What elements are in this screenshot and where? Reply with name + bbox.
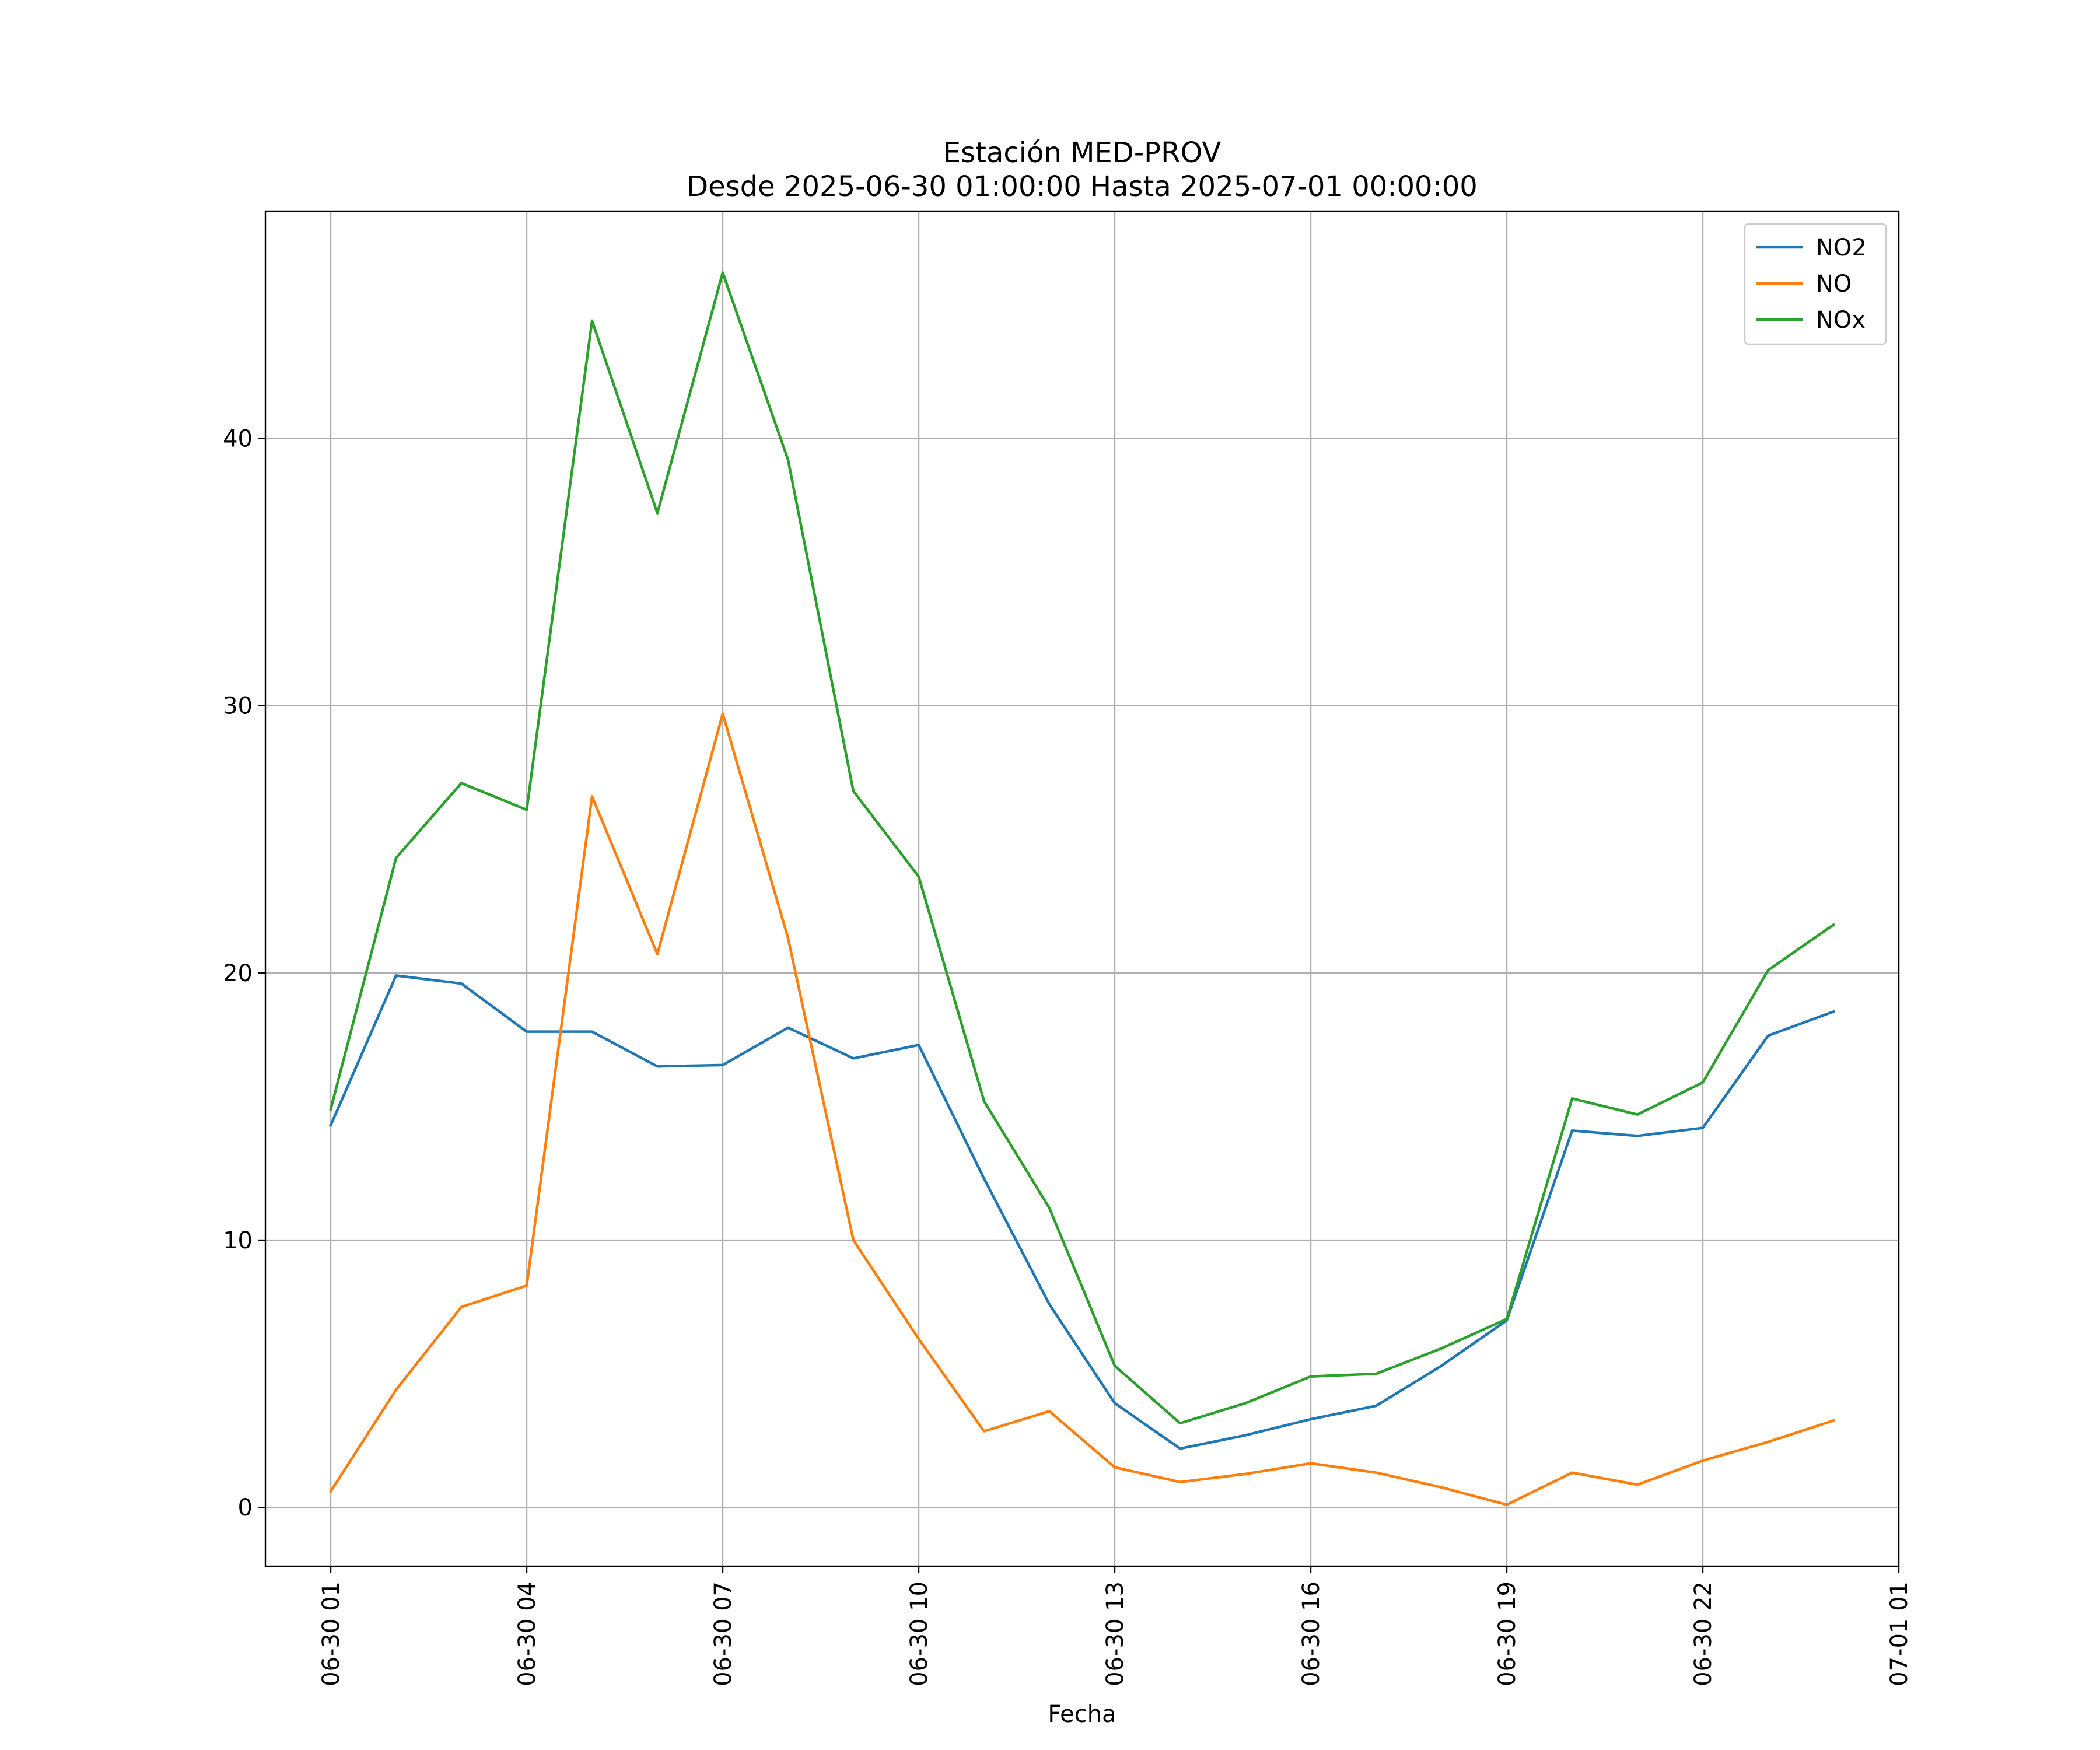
x-tick-label: 06-30 19 (1494, 1581, 1521, 1686)
legend-label-nox: NOx (1816, 307, 1866, 334)
y-tick-label: 40 (223, 425, 253, 452)
x-tick-label: 06-30 22 (1690, 1581, 1717, 1686)
legend-box (1744, 223, 1887, 345)
legend: NO2 NO NOx (1744, 223, 1887, 345)
x-tick-label: 06-30 07 (710, 1581, 737, 1686)
series-line-no (328, 712, 1835, 1506)
x-tick-label: 06-30 16 (1298, 1581, 1325, 1686)
grid-layer (265, 211, 1900, 1566)
plot-frame (264, 210, 1900, 1567)
chart-title-line-2: Desde 2025-06-30 01:00:00 Hasta 2025-07-… (687, 170, 1478, 203)
y-tick-label: 10 (223, 1227, 253, 1254)
x-axis-label: Fecha (1048, 1701, 1116, 1728)
y-tick-label: 30 (223, 693, 253, 720)
x-tick-label: 06-30 13 (1102, 1581, 1129, 1686)
y-tick-label: 20 (223, 960, 253, 987)
series-line-nox (329, 271, 1836, 1425)
series-line-no2 (329, 974, 1835, 1450)
legend-label-no: NO (1816, 271, 1852, 298)
legend-label-no2: NO2 (1816, 235, 1867, 261)
x-tick-label: 06-30 01 (318, 1581, 345, 1686)
tick-layer: 0 10 20 30 40 06-30 01 06-30 04 06-30 07 06-30 1… (223, 425, 1913, 1686)
x-tick-label: 07-01 01 (1886, 1581, 1913, 1686)
x-tick-label: 06-30 10 (906, 1581, 933, 1686)
chart-title-line-1: Estación MED-PROV (943, 136, 1222, 169)
y-tick-label: 0 (238, 1494, 253, 1521)
series-layer (328, 271, 1836, 1506)
x-tick-label: 06-30 04 (514, 1581, 541, 1686)
